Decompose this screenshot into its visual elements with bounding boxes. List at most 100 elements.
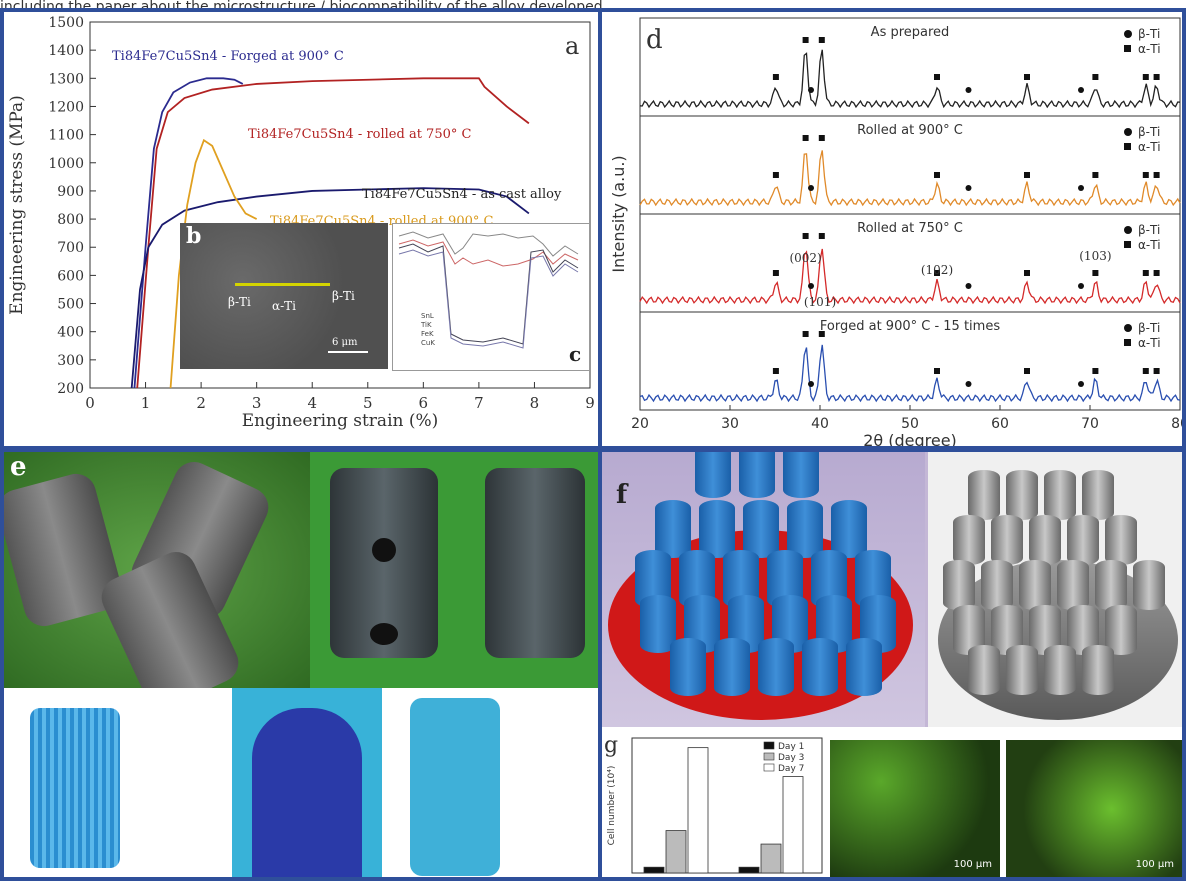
alpha-marker	[1153, 368, 1160, 374]
y-tick-label-a: 1300	[48, 71, 84, 87]
cad-cylinder	[714, 638, 750, 696]
x-tick-label-a: 5	[363, 394, 373, 412]
x-tick-label-a: 1	[141, 394, 151, 412]
series-label-a-2: Ti84Fe7Cu5Sn4 - as cast alloy	[362, 187, 562, 202]
cad-cylinder	[655, 500, 691, 558]
legend-fek: FeK	[421, 330, 434, 338]
printed-cylinder	[1006, 470, 1038, 520]
cad-cylinder	[831, 500, 867, 558]
legend-swatch-g	[763, 741, 775, 750]
series-label-a-1: Ti84Fe7Cu5Sn4 - rolled at 750° C	[248, 127, 471, 142]
legend-swatch-g	[763, 752, 775, 761]
label-beta-ti-1: β-Ti	[228, 295, 251, 309]
cylinder-2	[485, 468, 585, 658]
x-tick-label-d: 50	[901, 416, 919, 432]
beta-marker	[1078, 87, 1084, 93]
beta-marker	[808, 381, 814, 387]
legend-alpha-marker	[1124, 45, 1131, 52]
printed-cylinder	[1082, 470, 1114, 520]
legend-tik: TiK	[421, 321, 432, 329]
beta-marker	[1078, 381, 1084, 387]
cad-cylinder	[739, 450, 775, 498]
peak-annotation: (101)	[804, 295, 836, 309]
alpha-marker	[818, 37, 825, 43]
pattern-title-2: Rolled at 750° C	[857, 221, 963, 236]
legend-label-g: Day 7	[778, 764, 804, 774]
panel-label-e: e	[10, 452, 27, 482]
alpha-marker	[1024, 172, 1030, 178]
fluorescence-image-2: 100 μm	[1006, 740, 1182, 878]
series-line-a-0	[133, 77, 244, 389]
alpha-marker	[1142, 74, 1149, 80]
pattern-title-1: Rolled at 900° C	[857, 123, 963, 138]
cad-cylinder	[787, 500, 823, 558]
bar-g-2	[687, 747, 709, 874]
x-tick-label-a: 8	[530, 394, 540, 412]
scale-bar	[328, 351, 368, 353]
printed-cylinder	[1044, 470, 1076, 520]
x-axis-label-d: 2θ (degree)	[863, 431, 957, 448]
legend-beta-label: β-Ti	[1138, 125, 1160, 139]
fluorescence-image-1: 100 μm	[830, 740, 1000, 878]
legend-alpha-label: α-Ti	[1138, 238, 1161, 252]
printed-cylinder	[968, 470, 1000, 520]
alpha-marker	[772, 270, 779, 276]
y-tick-label-a: 1400	[48, 43, 84, 59]
cad-cylinder	[783, 450, 819, 498]
fea-section	[232, 688, 382, 881]
legend-alpha-marker	[1124, 339, 1131, 346]
scale-label-1: 100 μm	[953, 859, 992, 870]
bar-g-0	[643, 866, 665, 874]
legend-swatch-g	[763, 763, 775, 772]
bar-g-2	[782, 776, 804, 874]
x-tick-label-a: 6	[419, 394, 429, 412]
x-tick-label-d: 80	[1171, 416, 1186, 432]
legend-alpha-label: α-Ti	[1138, 140, 1161, 154]
panel-a: 0 1 2 3 4 5 6 7 8 9 200 300 400 500 600 700 800 900 1000 11…	[0, 8, 600, 448]
x-tick-label-a: 4	[307, 394, 317, 412]
y-tick-label-a: 400	[57, 325, 84, 341]
photo-implants	[0, 450, 310, 715]
beta-marker	[808, 87, 814, 93]
chart-g: Cell number (10⁴) Ti-3.5Tn-3.9Cr Ti-6Al-4V…	[604, 733, 823, 881]
bar-g-1	[665, 830, 687, 874]
legend-beta-label: β-Ti	[1138, 223, 1160, 237]
alpha-marker	[1142, 270, 1149, 276]
alpha-marker	[1024, 368, 1030, 374]
legend-alpha-marker	[1124, 241, 1131, 248]
alpha-marker	[802, 233, 809, 239]
pattern-title-0: As prepared	[871, 25, 950, 40]
plot-frame-a	[89, 21, 591, 389]
cad-cylinder	[695, 450, 731, 498]
xrd-pattern-2	[639, 248, 1181, 305]
bar-g-1	[760, 843, 782, 874]
label-beta-ti-2: β-Ti	[332, 289, 355, 303]
xrd-pattern-3	[639, 344, 1181, 403]
legend-alpha-label: α-Ti	[1138, 42, 1161, 56]
printed-cylinder	[1082, 645, 1114, 695]
legend-beta-marker	[1124, 30, 1132, 38]
bar-g-0	[738, 866, 760, 874]
legend-label-g: Day 1	[778, 742, 804, 752]
alpha-marker	[1092, 74, 1099, 80]
legend-label-g: Day 3	[778, 753, 804, 763]
fea-lattice	[30, 708, 120, 868]
beta-marker	[1078, 185, 1084, 191]
inset-b-micrograph: b β-Ti α-Ti β-Ti 6 μm	[180, 223, 388, 369]
scale-label-2: 100 μm	[1135, 859, 1174, 870]
linescan-line	[235, 283, 330, 286]
alpha-marker	[1092, 172, 1099, 178]
beta-marker	[965, 283, 972, 289]
alpha-marker	[802, 37, 809, 43]
alpha-marker	[772, 172, 779, 178]
legend-beta-label: β-Ti	[1138, 321, 1160, 335]
panel-f: f	[600, 450, 1186, 727]
alpha-marker	[934, 74, 940, 80]
alpha-marker	[772, 74, 779, 80]
alpha-marker	[1092, 368, 1099, 374]
xrd-pattern-0	[639, 49, 1181, 109]
printed-cylinder	[943, 560, 975, 610]
series-line-a-2	[130, 187, 530, 389]
y-tick-label-a: 300	[57, 353, 84, 369]
cylinder-1	[330, 468, 438, 658]
